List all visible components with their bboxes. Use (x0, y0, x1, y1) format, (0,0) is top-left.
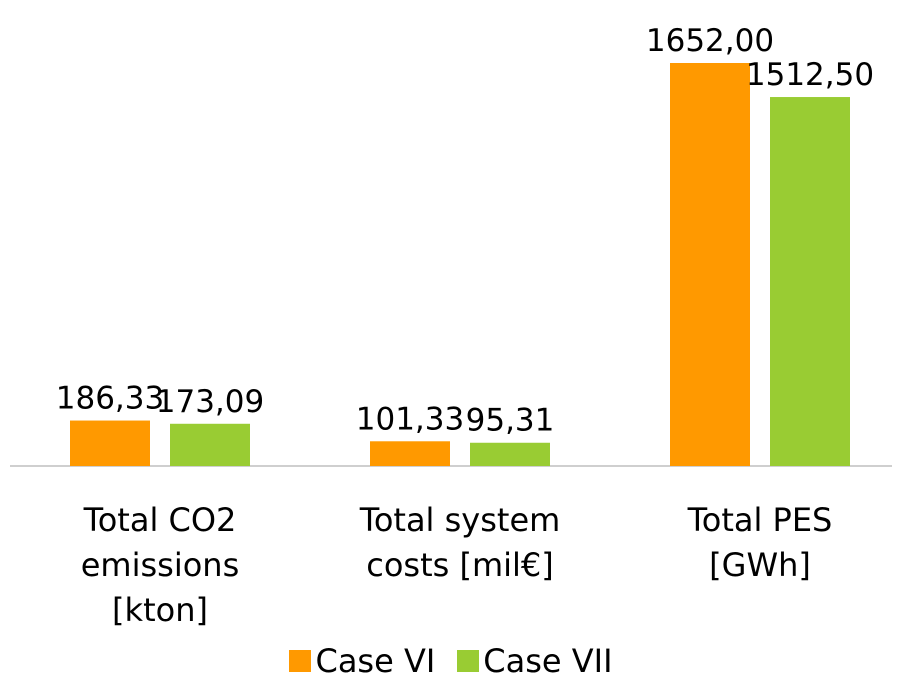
x-tick-label: Total CO2 emissions [kton] (80, 501, 240, 629)
bar (370, 441, 450, 466)
value-label: 1512,50 (746, 57, 874, 93)
value-label: 1652,00 (646, 23, 774, 59)
legend-label: Case VII (483, 642, 613, 680)
bar (70, 420, 150, 466)
bar (770, 97, 850, 466)
legend-swatch (457, 650, 480, 672)
legend-item: Case VII (457, 642, 613, 680)
value-label: 95,31 (466, 403, 555, 439)
bar (170, 423, 250, 466)
legend-label: Case VI (315, 642, 436, 680)
value-label: 173,09 (156, 384, 264, 420)
bar (670, 63, 750, 466)
legend: Case VI Case VII (0, 642, 902, 680)
legend-item: Case VI (289, 642, 435, 680)
value-label: 101,33 (356, 401, 464, 437)
value-label: 186,33 (56, 381, 164, 417)
legend-swatch (289, 650, 312, 672)
x-tick-label: Total PES [GWh] (687, 501, 833, 584)
bar (470, 442, 550, 466)
x-tick-label: Total system costs [mil€] (359, 501, 561, 584)
